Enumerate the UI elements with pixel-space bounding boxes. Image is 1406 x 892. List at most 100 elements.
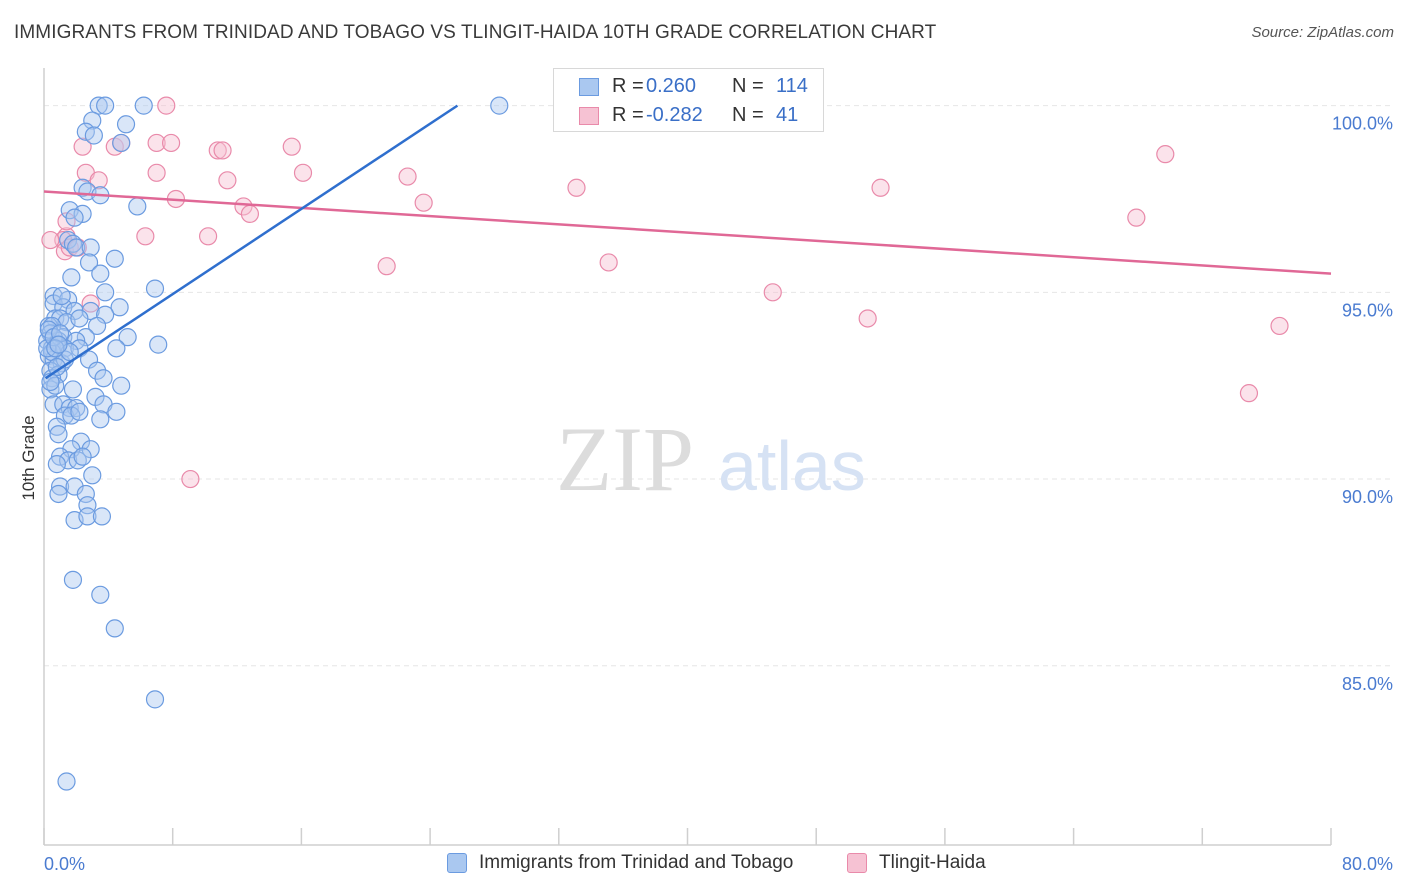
tlingit-haida-point bbox=[81, 294, 100, 313]
bottom-legend-label: Immigrants from Trinidad and Tobago bbox=[479, 852, 794, 873]
y-tick-label: 100.0% bbox=[1332, 114, 1393, 134]
trinidad-point bbox=[73, 447, 92, 466]
chart-title: IMMIGRANTS FROM TRINIDAD AND TOBAGO VS T… bbox=[14, 22, 937, 43]
tlingit-haida-point bbox=[240, 204, 260, 224]
tlingit-haida-point bbox=[1239, 384, 1259, 403]
axes bbox=[43, 68, 1332, 846]
trinidad-point bbox=[128, 197, 147, 216]
trinidad-point bbox=[52, 286, 71, 306]
tlingit-haida-point bbox=[213, 141, 232, 160]
x-tick-label: 0.0% bbox=[44, 854, 85, 874]
tlingit-haida-point bbox=[763, 283, 782, 302]
trinidad-point bbox=[87, 361, 107, 380]
trinidad-point bbox=[78, 507, 97, 526]
trinidad-point bbox=[57, 772, 76, 791]
trinidad-points bbox=[38, 96, 509, 791]
bottom-legend-swatch-blue bbox=[447, 853, 467, 873]
tlingit-haida-point bbox=[136, 227, 155, 246]
legend-r-label: R = bbox=[612, 75, 644, 97]
tlingit-haida-point bbox=[198, 227, 218, 246]
trinidad-point bbox=[105, 619, 124, 638]
trinidad-point bbox=[81, 238, 100, 257]
legend-row-tlingit: R = -0.282 N = 41 bbox=[554, 101, 823, 131]
tlingit-haida-point bbox=[1156, 145, 1175, 164]
trinidad-point bbox=[49, 335, 68, 354]
trinidad-point bbox=[134, 96, 153, 115]
trinidad-point bbox=[149, 335, 168, 354]
y-tick-label: 85.0% bbox=[1342, 674, 1393, 694]
trinidad-point bbox=[47, 417, 66, 436]
tlingit-haida-point bbox=[234, 197, 253, 216]
trinidad-point bbox=[112, 133, 131, 153]
trinidad-point bbox=[87, 316, 107, 336]
tlingit-haida-point bbox=[218, 171, 237, 190]
legend-row-trinidad: R = 0.260 N = 114 bbox=[554, 72, 823, 102]
tlingit-haida-point bbox=[73, 137, 92, 156]
tlingit-haida-point bbox=[377, 257, 396, 276]
trinidad-point bbox=[118, 328, 137, 347]
watermark-atlas: atlas bbox=[718, 427, 866, 505]
legend-n-label: N = bbox=[732, 75, 764, 97]
trinidad-point bbox=[59, 451, 78, 470]
trinidad-point bbox=[145, 690, 165, 709]
trinidad-point bbox=[70, 309, 89, 328]
trinidad-point bbox=[65, 208, 84, 227]
trinidad-point bbox=[50, 477, 70, 496]
trinidad-point bbox=[490, 96, 509, 115]
y-tick-label: 90.0% bbox=[1342, 487, 1393, 507]
trinidad-point bbox=[63, 570, 83, 589]
tlingit-haida-point bbox=[567, 178, 586, 197]
tlingit-haida-point bbox=[398, 167, 417, 186]
tlingit-haida-point bbox=[1270, 316, 1289, 336]
trinidad-point bbox=[91, 410, 110, 429]
trinidad-point bbox=[96, 96, 115, 115]
legend-r-value: 0.260 bbox=[646, 75, 697, 97]
legend-r-value: -0.282 bbox=[646, 104, 703, 126]
tlingit-haida-point bbox=[282, 137, 301, 156]
tlingit-haida-point bbox=[157, 96, 176, 115]
legend-swatch-pink bbox=[579, 107, 599, 125]
tlingit-haida-point bbox=[599, 253, 618, 272]
tlingit-haida-point bbox=[871, 178, 890, 197]
trinidad-point bbox=[76, 328, 95, 347]
trinidad-point bbox=[110, 298, 129, 317]
trinidad-point bbox=[63, 380, 83, 399]
trinidad-point bbox=[107, 402, 126, 421]
legend-r-label: R = bbox=[612, 104, 644, 126]
trinidad-point bbox=[47, 357, 66, 377]
trinidad-point bbox=[92, 507, 112, 526]
trinidad-point bbox=[107, 339, 126, 358]
trinidad-point bbox=[62, 268, 81, 287]
tick-labels: 85.0% 90.0% 95.0% 100.0% 0.0% 80.0% bbox=[44, 114, 1393, 874]
y-tick-label: 95.0% bbox=[1342, 300, 1393, 320]
legend-n-label: N = bbox=[732, 104, 764, 126]
trinidad-point bbox=[83, 111, 102, 130]
tlingit-haida-point bbox=[858, 309, 877, 328]
tlingit-haida-point bbox=[89, 171, 108, 190]
tlingit-haida-point bbox=[1127, 208, 1146, 227]
stats-legend: R = 0.260 N = 114 R = -0.282 N = 41 bbox=[553, 68, 824, 132]
tlingit-haida-points bbox=[41, 96, 1289, 489]
gridlines bbox=[44, 105, 1392, 667]
tlingit-haida-point bbox=[181, 469, 200, 489]
watermark-zip: ZIP bbox=[556, 408, 694, 510]
tlingit-haida-trend-line bbox=[43, 190, 1332, 275]
trinidad-point bbox=[79, 253, 99, 272]
legend-n-value: 114 bbox=[776, 75, 808, 97]
trinidad-point bbox=[112, 376, 131, 395]
trinidad-point bbox=[84, 126, 103, 145]
tlingit-haida-point bbox=[414, 193, 433, 212]
trinidad-point bbox=[94, 369, 113, 388]
tlingit-haida-point bbox=[208, 141, 227, 160]
trinidad-point bbox=[116, 115, 136, 134]
tlingit-haida-point bbox=[147, 163, 166, 182]
trinidad-point bbox=[67, 238, 86, 257]
legend-swatch-blue bbox=[579, 78, 599, 96]
trinidad-point bbox=[47, 455, 66, 474]
trinidad-point bbox=[71, 432, 91, 451]
y-axis-label: 10th Grade bbox=[19, 415, 38, 500]
trinidad-point bbox=[105, 249, 124, 268]
trend-lines bbox=[43, 104, 1332, 380]
bottom-legend-label: Tlingit-Haida bbox=[879, 852, 986, 873]
